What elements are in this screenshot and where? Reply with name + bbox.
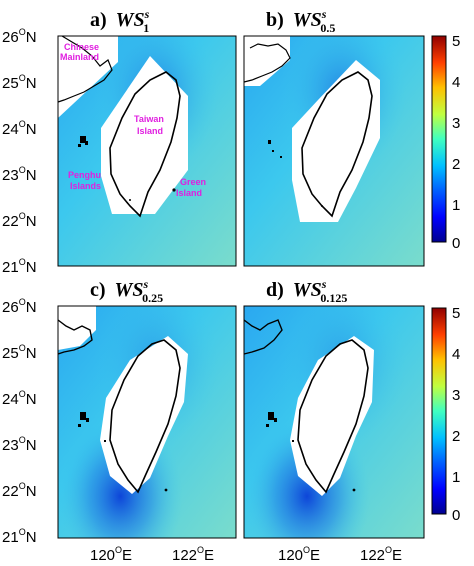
svg-text:0: 0 bbox=[452, 235, 460, 252]
annotation-taiwan-island: Island bbox=[137, 126, 163, 136]
panel-d: d) WSs 0.125 bbox=[243, 277, 425, 539]
ytick-top-24: 24ON bbox=[2, 119, 37, 138]
panel-b-taiwan-coast bbox=[301, 71, 373, 218]
panel-a: Chinese Mainland Taiwan Island Penghu Is… bbox=[57, 7, 237, 267]
annotation-mainland: Mainland bbox=[60, 52, 99, 62]
colorbar-bottom-gradient bbox=[431, 307, 447, 515]
panel-d-mainland-coast bbox=[243, 319, 283, 355]
ytick-bottom-26: 26ON bbox=[2, 297, 37, 316]
svg-text:5: 5 bbox=[452, 33, 460, 50]
colorbar-bottom: 5 4 3 2 1 0 bbox=[431, 305, 460, 524]
ytick-bottom-21: 21ON bbox=[2, 527, 37, 546]
svg-text:3: 3 bbox=[452, 387, 460, 404]
ytick-top-21: 21ON bbox=[2, 257, 37, 276]
svg-text:4: 4 bbox=[452, 74, 460, 91]
panel-a-taiwan-coast bbox=[109, 71, 181, 218]
ytick-bottom-22: 22ON bbox=[2, 481, 37, 500]
ytick-bottom-25: 25ON bbox=[2, 343, 37, 362]
ytick-top-26: 26ON bbox=[2, 27, 37, 46]
panel-c-title: c) WSs 0.25 bbox=[90, 277, 163, 305]
svg-text:3: 3 bbox=[452, 115, 460, 132]
panel-c-taiwan-coast bbox=[109, 339, 181, 494]
annotation-green-island: Island bbox=[176, 188, 202, 198]
annotation-penghu: Penghu bbox=[68, 170, 101, 180]
panel-a-title: a) WSs 1 bbox=[90, 7, 150, 35]
panel-c-taiwan-mask bbox=[100, 336, 188, 494]
green-island bbox=[172, 188, 176, 192]
panel-c-mainland-coast bbox=[57, 319, 93, 355]
panel-a-mainland-coast bbox=[57, 35, 113, 103]
annotation-chinese: Chinese bbox=[64, 42, 99, 52]
annotation-taiwan: Taiwan bbox=[134, 114, 164, 124]
penghu-islands bbox=[78, 136, 88, 147]
xtick-left-120: 120OE bbox=[90, 545, 132, 564]
ytick-top-22: 22ON bbox=[2, 211, 37, 230]
x-axis: 120OE 122OE 120OE 122OE bbox=[90, 545, 402, 564]
colorbar-top: 5 4 3 2 1 0 bbox=[431, 33, 460, 252]
xtick-left-122: 122OE bbox=[172, 545, 214, 564]
y-axis-bottom: 26ON 25ON 24ON 23ON 22ON 21ON bbox=[2, 297, 37, 546]
ytick-bottom-24: 24ON bbox=[2, 389, 37, 408]
colorbar-top-gradient bbox=[431, 35, 447, 243]
panel-d-title: d) WSs 0.125 bbox=[266, 277, 347, 305]
svg-text:0: 0 bbox=[452, 507, 460, 524]
panel-b-taiwan-mask bbox=[292, 60, 380, 222]
svg-text:5: 5 bbox=[452, 305, 460, 322]
panel-b: b) WSs 0.5 bbox=[243, 7, 425, 267]
svg-text:4: 4 bbox=[452, 346, 460, 363]
ytick-top-25: 25ON bbox=[2, 73, 37, 92]
panel-a-taiwan-mask bbox=[101, 56, 188, 214]
panel-d-taiwan-mask bbox=[290, 336, 374, 496]
panel-a-mainland-mask bbox=[58, 36, 118, 118]
xtick-right-120: 120OE bbox=[278, 545, 320, 564]
panel-c: c) WSs 0.25 bbox=[57, 277, 237, 539]
svg-text:1: 1 bbox=[452, 469, 460, 486]
ytick-bottom-23: 23ON bbox=[2, 435, 37, 454]
svg-text:1: 1 bbox=[452, 197, 460, 214]
panel-b-mainland-mask bbox=[244, 36, 290, 86]
svg-text:2: 2 bbox=[452, 428, 460, 445]
y-axis-top: 26ON 25ON 24ON 23ON 22ON 21ON bbox=[2, 27, 37, 276]
svg-text:2: 2 bbox=[452, 156, 460, 173]
panel-b-mainland-coast bbox=[243, 43, 291, 83]
annotation-penghu-islands: Islands bbox=[70, 181, 101, 191]
panel-d-taiwan-coast bbox=[297, 339, 369, 494]
xtick-right-122: 122OE bbox=[360, 545, 402, 564]
panel-b-title: b) WSs 0.5 bbox=[266, 7, 335, 35]
annotation-green: Green bbox=[180, 177, 206, 187]
ytick-top-23: 23ON bbox=[2, 165, 37, 184]
